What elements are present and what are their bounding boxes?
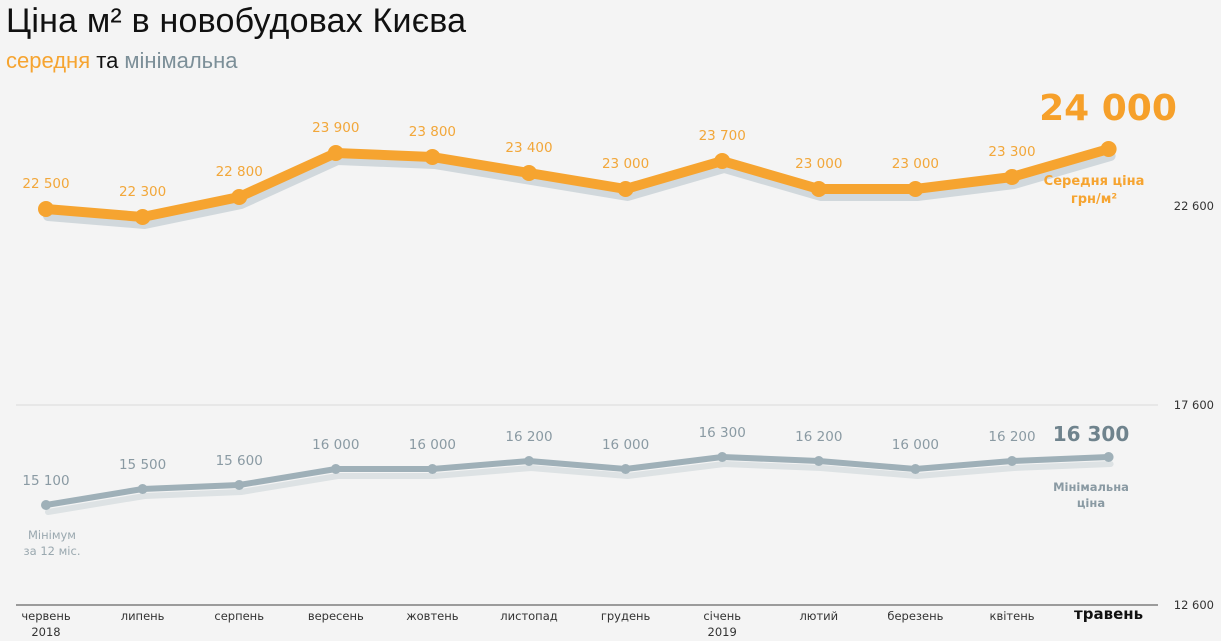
- avg-latest-value: 24 000: [1039, 88, 1177, 129]
- data-label: 23 800: [409, 124, 456, 140]
- data-label: 16 300: [699, 425, 746, 441]
- avg-legend-line2: грн/м²: [1071, 192, 1117, 207]
- x-tick-label: вересень: [308, 609, 364, 623]
- data-label: 22 800: [216, 164, 263, 180]
- data-point: [330, 464, 341, 474]
- data-point: [714, 153, 731, 169]
- x-tick-label: 2018: [31, 625, 60, 639]
- y-tick-label: 22 600: [1174, 199, 1214, 213]
- data-label: 16 200: [795, 429, 842, 445]
- data-point: [1004, 169, 1020, 185]
- chart-title: Ціна м² в новобудовах Києва: [6, 2, 467, 40]
- data-label: 15 100: [22, 473, 69, 489]
- data-point: [427, 464, 438, 474]
- data-point: [1100, 141, 1117, 157]
- data-label: 15 500: [119, 457, 166, 473]
- y-tick-label: 17 600: [1174, 398, 1214, 412]
- data-point: [810, 181, 827, 197]
- data-label: 23 300: [988, 144, 1035, 160]
- x-tick-label: 2019: [708, 625, 737, 639]
- chart-subtitle: середня та мінімальна: [6, 48, 238, 74]
- x-tick-label: березень: [887, 609, 943, 623]
- data-point: [521, 165, 537, 181]
- data-point: [717, 452, 728, 462]
- series-minimum-price: 15 100 15 500 15 600 16 000 16 000 16 200 16 0…: [22, 425, 1114, 515]
- data-label: 23 000: [602, 156, 649, 172]
- data-label: 16 200: [988, 429, 1035, 445]
- data-label: 16 200: [505, 429, 552, 445]
- x-tick-label: квітень: [990, 609, 1035, 623]
- data-label: 15 600: [216, 453, 263, 469]
- subtitle-avg: середня: [6, 48, 91, 73]
- data-point: [134, 209, 151, 225]
- data-label: 23 000: [795, 156, 842, 172]
- data-label: 23 000: [892, 156, 939, 172]
- data-point: [813, 456, 824, 466]
- subtitle-min: мінімальна: [124, 48, 238, 73]
- data-label: 22 500: [22, 176, 69, 192]
- data-point: [38, 201, 54, 217]
- data-point: [1007, 456, 1017, 466]
- data-label: 16 000: [602, 437, 649, 453]
- x-tick-label: листопад: [500, 609, 557, 623]
- x-tick-label: грудень: [601, 609, 651, 623]
- min-latest-value: 16 300: [1053, 422, 1130, 446]
- x-tick-label: червень: [21, 609, 71, 623]
- data-point: [910, 464, 921, 474]
- data-point: [41, 500, 51, 510]
- x-tick-label: серпень: [214, 609, 264, 623]
- data-point: [327, 145, 344, 161]
- data-point: [231, 189, 248, 205]
- series-average-price: 22 500 22 300 22 800 23 900 23 800 23 400 23 0…: [22, 120, 1117, 229]
- min-note-line1: Мінімум: [28, 528, 76, 542]
- x-axis: червень 2018 липень серпень вересень жовтень л…: [21, 605, 1143, 639]
- grid: [16, 404, 1158, 606]
- x-tick-label: січень: [703, 609, 741, 623]
- x-tick-label: травень: [1074, 605, 1143, 623]
- data-point: [617, 181, 634, 197]
- x-tick-label: липень: [121, 609, 165, 623]
- data-label: 23 900: [312, 120, 359, 136]
- x-tick-label: жовтень: [406, 609, 458, 623]
- y-axis: 22 600 17 600 12 600: [1174, 199, 1214, 612]
- data-label: 22 300: [119, 184, 166, 200]
- y-tick-label: 12 600: [1174, 598, 1214, 612]
- min-legend-line2: ціна: [1077, 496, 1105, 510]
- data-point: [137, 484, 148, 494]
- data-label: 16 000: [312, 437, 359, 453]
- subtitle-and: та: [90, 48, 125, 73]
- x-tick-label: лютий: [799, 609, 838, 623]
- data-point: [524, 456, 534, 466]
- data-point: [620, 464, 631, 474]
- min-legend-line1: Мінімальна: [1053, 480, 1129, 494]
- data-point: [234, 480, 245, 490]
- data-label: 16 000: [892, 437, 939, 453]
- data-point: [907, 181, 924, 197]
- avg-legend-line1: Середня ціна: [1044, 174, 1145, 189]
- data-label: 16 000: [409, 437, 456, 453]
- min-note-line2: за 12 міс.: [24, 544, 81, 558]
- data-point: [424, 149, 441, 165]
- data-label: 23 400: [505, 140, 552, 156]
- data-point: [1103, 452, 1114, 462]
- data-label: 23 700: [699, 128, 746, 144]
